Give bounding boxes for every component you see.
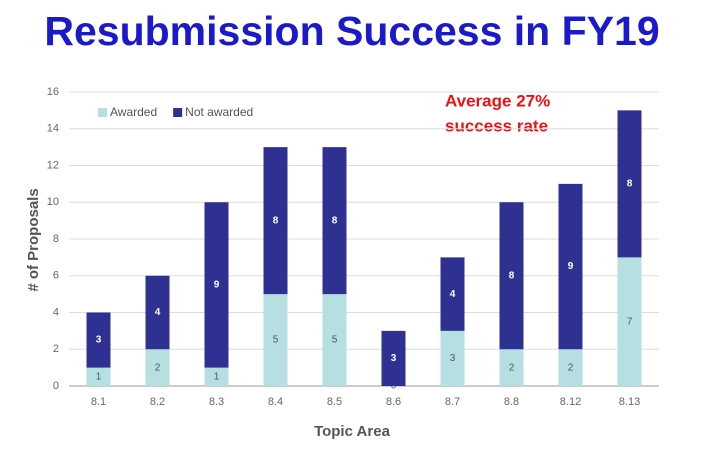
bar-segment (263, 294, 288, 386)
data-label: 0 (391, 381, 397, 392)
bar-segment (440, 257, 465, 331)
annotation: Average 27% (445, 91, 550, 110)
bar-segment (145, 275, 170, 350)
data-label: 4 (155, 307, 161, 318)
x-tick-label: 8.1 (91, 396, 106, 408)
data-label: 2 (155, 362, 161, 373)
y-tick-label: 14 (47, 123, 59, 135)
x-axis-title: Topic Area (314, 423, 391, 440)
y-tick-label: 6 (53, 270, 59, 282)
data-label: 7 (627, 316, 633, 327)
bar-segment (204, 202, 229, 368)
data-label: 3 (96, 335, 102, 346)
bar-segment (617, 257, 642, 386)
data-label: 2 (509, 362, 515, 373)
bar-segment (558, 349, 583, 386)
data-label: 5 (332, 335, 338, 346)
y-axis-title: # of Proposals (25, 188, 42, 291)
data-label: 1 (96, 371, 102, 382)
legend-label: Not awarded (185, 105, 253, 119)
bar-segment (381, 330, 406, 386)
data-label: 3 (391, 353, 397, 364)
legend-swatch (98, 108, 107, 117)
bar-segment (322, 294, 347, 386)
bar-segment (499, 349, 524, 386)
x-tick-label: 8.7 (445, 396, 460, 408)
data-label: 9 (214, 280, 220, 291)
y-tick-label: 0 (53, 380, 59, 392)
bar-segment (86, 367, 111, 386)
x-tick-label: 8.2 (150, 396, 165, 408)
legend-label: Awarded (110, 105, 157, 119)
x-tick-label: 8.3 (209, 396, 224, 408)
y-tick-label: 12 (47, 159, 59, 171)
data-label: 8 (332, 215, 338, 226)
y-tick-label: 2 (53, 343, 59, 355)
bar-segment (440, 330, 465, 386)
chart-title: Resubmission Success in FY19 (44, 8, 659, 54)
bar-segment (86, 312, 111, 368)
bar-segment (145, 349, 170, 386)
data-label: 8 (509, 270, 515, 281)
data-label: 8 (273, 215, 279, 226)
bar-segment (617, 110, 642, 258)
legend-swatch (173, 108, 183, 117)
data-label: 3 (450, 353, 456, 364)
bar-segment (322, 147, 347, 295)
x-tick-label: 8.5 (327, 396, 342, 408)
y-tick-label: 16 (47, 86, 59, 98)
data-label: 8 (627, 179, 633, 190)
x-tick-label: 8.4 (268, 396, 283, 408)
y-tick-label: 10 (47, 196, 59, 208)
data-label: 5 (273, 335, 279, 346)
x-tick-label: 8.13 (619, 396, 640, 408)
y-tick-label: 4 (53, 306, 59, 318)
bar-segment (499, 202, 524, 350)
bar-segment (263, 147, 288, 295)
x-tick-label: 8.12 (560, 396, 581, 408)
data-label: 4 (450, 289, 456, 300)
annotation: success rate (445, 116, 548, 135)
x-tick-label: 8.8 (504, 396, 519, 408)
data-label: 9 (568, 261, 574, 272)
y-tick-label: 8 (53, 233, 59, 245)
data-label: 1 (214, 371, 220, 382)
data-label: 2 (568, 362, 574, 373)
bar-segment (204, 367, 229, 386)
x-tick-label: 8.6 (386, 396, 401, 408)
bar-segment (558, 183, 583, 350)
